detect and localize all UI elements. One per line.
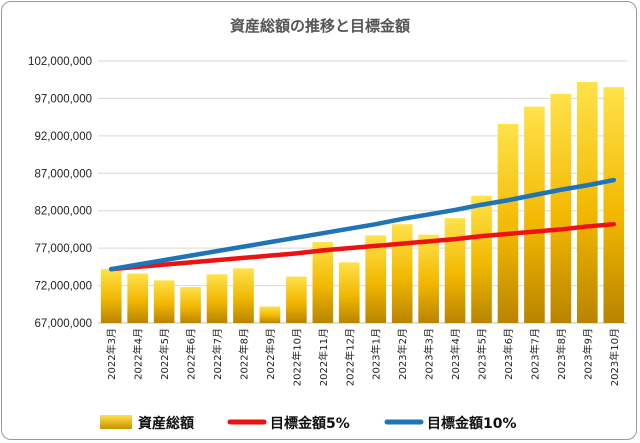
y-tick-label: 97,000,000	[34, 93, 92, 105]
bar	[259, 306, 281, 323]
y-tick-label: 77,000,000	[34, 243, 92, 255]
y-tick-label: 72,000,000	[34, 281, 92, 293]
bar	[153, 280, 175, 323]
x-tick-label: 2022年8月	[237, 328, 250, 380]
bar	[471, 195, 492, 323]
x-tick-label: 2022年3月	[105, 328, 118, 380]
bar	[312, 242, 334, 323]
bar	[497, 123, 519, 323]
bar	[338, 262, 360, 323]
x-tick-label: 2022年7月	[211, 328, 224, 380]
x-tick-label: 2022年9月	[264, 328, 277, 380]
x-tick-label: 2022年10月	[290, 328, 303, 386]
legend-swatch-bar	[100, 415, 132, 429]
bar	[127, 273, 148, 323]
legend: 資産総額 目標金額5% 目標金額10%	[100, 415, 517, 432]
legend-label: 目標金額5%	[270, 415, 350, 432]
x-axis-ticks: 2022年3月 2022年4月 2022年5月 2022年6月 2022年7月 2022年…	[105, 328, 621, 386]
bar	[603, 87, 625, 323]
bar	[444, 218, 466, 323]
x-tick-label: 2023年4月	[449, 328, 462, 380]
bar	[391, 224, 413, 323]
gridlines	[98, 60, 627, 324]
bar	[365, 235, 387, 323]
bars-series	[100, 81, 625, 324]
bar	[286, 276, 307, 323]
series-line-1	[108, 221, 617, 272]
bar	[100, 269, 122, 323]
y-tick-label: 92,000,000	[34, 131, 92, 143]
x-tick-label: 2022年12月	[343, 328, 356, 386]
legend-label: 目標金額10%	[427, 415, 517, 432]
line-series	[108, 177, 617, 272]
x-tick-label: 2023年5月	[476, 328, 489, 380]
x-tick-label: 2022年6月	[185, 328, 198, 380]
x-tick-label: 2023年2月	[396, 328, 409, 380]
x-tick-label: 2023年7月	[528, 328, 541, 380]
y-axis-ticks: 67,000,000 72,000,000 77,000,000 82,000,000…	[28, 56, 92, 330]
y-tick-label: 102,000,000	[28, 56, 92, 68]
bar	[180, 287, 201, 323]
x-tick-label: 2023年3月	[423, 328, 436, 380]
bar	[206, 274, 228, 323]
series-line-2	[108, 177, 617, 272]
bar	[418, 234, 439, 323]
x-tick-label: 2023年8月	[555, 328, 568, 380]
x-tick-label: 2022年5月	[158, 328, 171, 380]
bar	[524, 106, 545, 323]
x-tick-label: 2022年4月	[132, 328, 145, 380]
legend-label: 資産総額	[138, 415, 194, 432]
y-tick-label: 82,000,000	[34, 206, 92, 218]
bar	[550, 93, 572, 324]
x-tick-label: 2023年10月	[608, 328, 621, 386]
x-tick-label: 2023年6月	[502, 328, 515, 380]
y-tick-label: 87,000,000	[34, 168, 92, 180]
x-tick-label: 2022年11月	[317, 328, 330, 386]
bar	[233, 268, 254, 323]
bar	[577, 81, 598, 324]
chart-title: 資産総額の推移と目標金額	[230, 17, 410, 35]
x-tick-label: 2023年9月	[581, 328, 594, 380]
x-tick-label: 2023年1月	[370, 328, 383, 380]
y-tick-label: 67,000,000	[34, 318, 92, 330]
